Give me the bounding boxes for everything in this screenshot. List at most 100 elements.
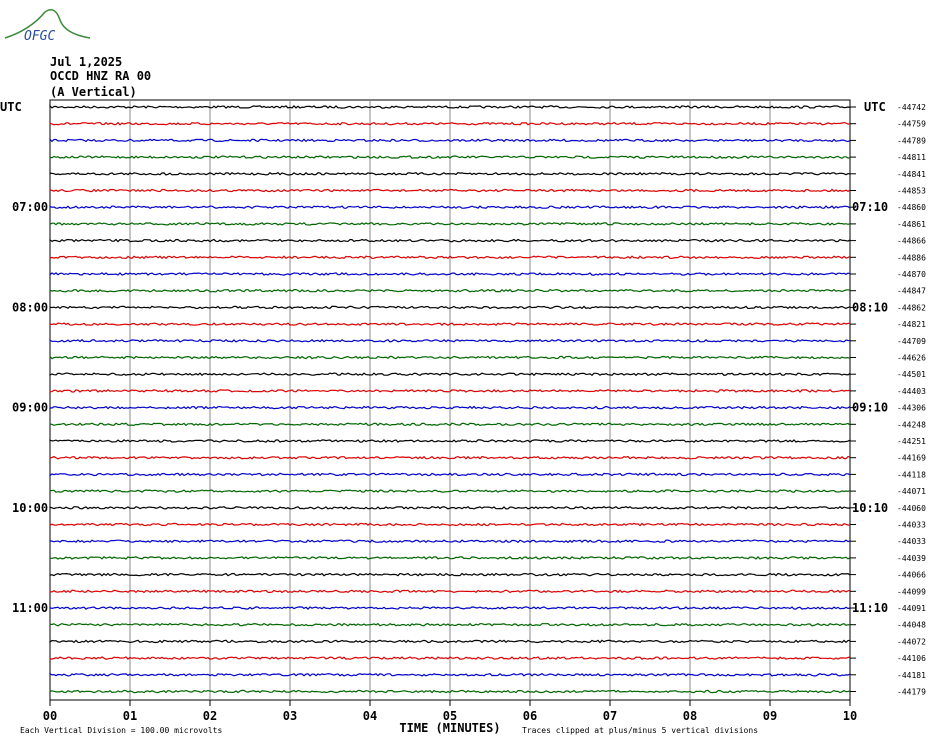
trace-offset: -44886	[897, 253, 926, 262]
left-time-label: 11:00	[12, 601, 48, 615]
trace	[49, 104, 851, 109]
trace-offset: -44039	[897, 554, 926, 563]
trace	[49, 288, 851, 293]
trace-offset: -44033	[897, 537, 926, 546]
trace-offset: -44789	[897, 136, 926, 145]
trace	[49, 455, 851, 460]
trace-offset: -44091	[897, 604, 926, 613]
trace	[49, 522, 851, 527]
trace-offset: -44866	[897, 237, 926, 246]
trace	[49, 555, 851, 560]
trace	[49, 238, 851, 243]
trace-offset: -44811	[897, 153, 926, 162]
trace-offset: -44821	[897, 320, 926, 329]
trace-offset: -44248	[897, 420, 926, 429]
trace	[49, 622, 851, 627]
x-tick-label: 07	[603, 709, 617, 723]
trace	[49, 572, 851, 577]
trace	[49, 137, 851, 143]
x-axis-title: TIME (MINUTES)	[399, 721, 500, 735]
right-axis-title: UTC	[864, 100, 886, 114]
trace-offset: -44306	[897, 404, 926, 413]
trace	[49, 505, 851, 510]
date: Jul 1,2025	[50, 55, 122, 69]
x-tick-label: 06	[523, 709, 537, 723]
trace-offset: -44118	[897, 470, 926, 479]
trace	[49, 656, 851, 660]
trace-offset: -44847	[897, 287, 926, 296]
trace	[49, 439, 851, 443]
logo-curve	[4, 9, 91, 39]
trace	[49, 255, 851, 260]
trace-offset: -44853	[897, 187, 926, 196]
left-time-label: 09:00	[12, 401, 48, 415]
left-time-label: 10:00	[12, 501, 48, 515]
trace-offset: -44251	[897, 437, 926, 446]
trace-offset: -44169	[897, 454, 926, 463]
x-tick-label: 01	[123, 709, 137, 723]
trace-offset: -44860	[897, 203, 926, 212]
trace-offset: -44071	[897, 487, 926, 496]
trace-offset: -44626	[897, 354, 926, 363]
trace-offset: -44403	[897, 387, 926, 396]
trace-offset: -44742	[897, 103, 926, 112]
x-tick-label: 05	[443, 709, 457, 723]
right-time-label: 10:10	[852, 501, 888, 515]
trace-offset: -44501	[897, 370, 926, 379]
x-tick-label: 03	[283, 709, 297, 723]
trace	[49, 221, 851, 226]
trace-offset: -44759	[897, 120, 926, 129]
x-tick-label: 02	[203, 709, 217, 723]
trace-offset: -44870	[897, 270, 926, 279]
x-tick-label: 04	[363, 709, 377, 723]
right-time-label: 08:10	[852, 300, 888, 314]
scale-note: Each Vertical Division = 100.00 microvol…	[20, 726, 222, 735]
trace	[49, 305, 851, 310]
trace-offset: -44709	[897, 337, 926, 346]
logo: OFGC	[24, 29, 55, 44]
left-time-label: 07:00	[12, 200, 48, 214]
clip-note: Traces clipped at plus/minus 5 vertical …	[522, 726, 758, 735]
trace-offset: -44066	[897, 571, 926, 580]
trace-offset: -44048	[897, 621, 926, 630]
trace	[49, 405, 851, 410]
trace	[49, 354, 851, 360]
trace	[49, 205, 851, 210]
trace	[49, 422, 851, 427]
trace-offset: -44179	[897, 688, 926, 697]
trace	[49, 188, 851, 193]
trace	[49, 606, 851, 610]
trace-offset: -44060	[897, 504, 926, 513]
trace-offset: -44033	[897, 521, 926, 530]
trace	[49, 155, 851, 159]
trace	[49, 322, 851, 327]
trace	[49, 672, 851, 677]
trace	[49, 388, 851, 393]
x-tick-label: 09	[763, 709, 777, 723]
left-axis-title: UTC	[0, 100, 22, 114]
trace-offset: -44861	[897, 220, 926, 229]
trace	[49, 272, 851, 276]
trace	[49, 539, 851, 544]
x-tick-label: 00	[43, 709, 57, 723]
trace	[49, 372, 851, 377]
trace-offset: -44072	[897, 637, 926, 646]
trace	[49, 589, 851, 594]
trace-offset: -44841	[897, 170, 926, 179]
right-time-label: 11:10	[852, 601, 888, 615]
trace	[49, 338, 851, 343]
x-tick-label: 08	[683, 709, 697, 723]
trace	[49, 689, 851, 694]
x-tick-label: 10	[843, 709, 857, 723]
right-time-label: 09:10	[852, 401, 888, 415]
station: OCCD HNZ RA 00	[50, 69, 151, 83]
trace	[49, 489, 851, 493]
trace	[49, 171, 851, 176]
trace	[49, 121, 850, 126]
right-time-label: 07:10	[852, 200, 888, 214]
left-time-label: 08:00	[12, 300, 48, 314]
trace	[49, 639, 851, 644]
trace-offset: -44106	[897, 654, 926, 663]
component: (A Vertical)	[50, 85, 137, 99]
